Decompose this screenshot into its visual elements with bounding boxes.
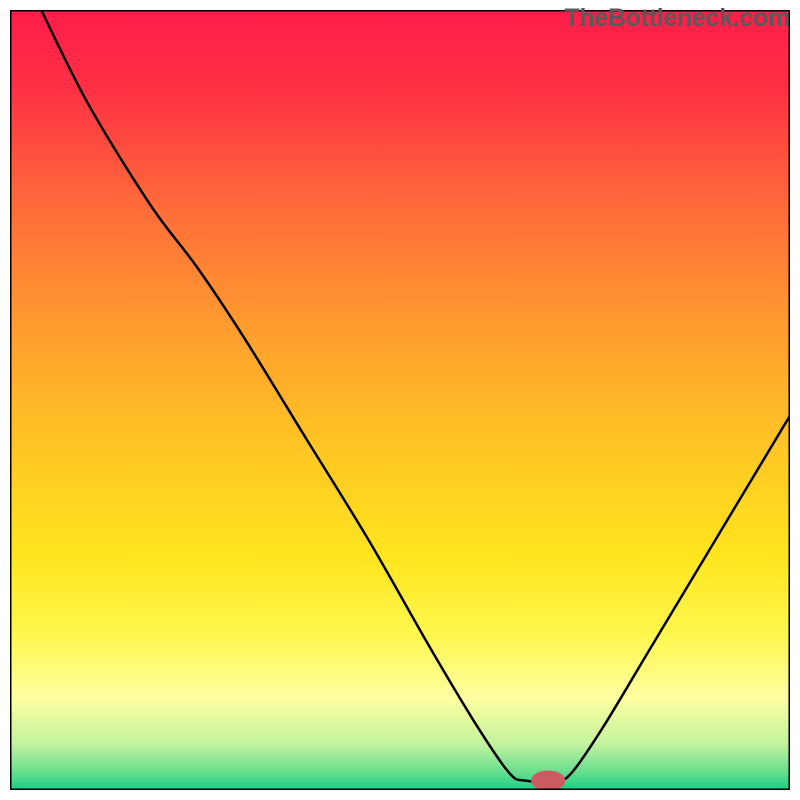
chart-container: TheBottleneck.com (0, 0, 800, 800)
chart-background (10, 10, 790, 790)
plot-area (10, 10, 790, 790)
chart-svg (10, 10, 790, 790)
optimal-marker (531, 771, 565, 791)
watermark-text: TheBottleneck.com (564, 4, 790, 33)
